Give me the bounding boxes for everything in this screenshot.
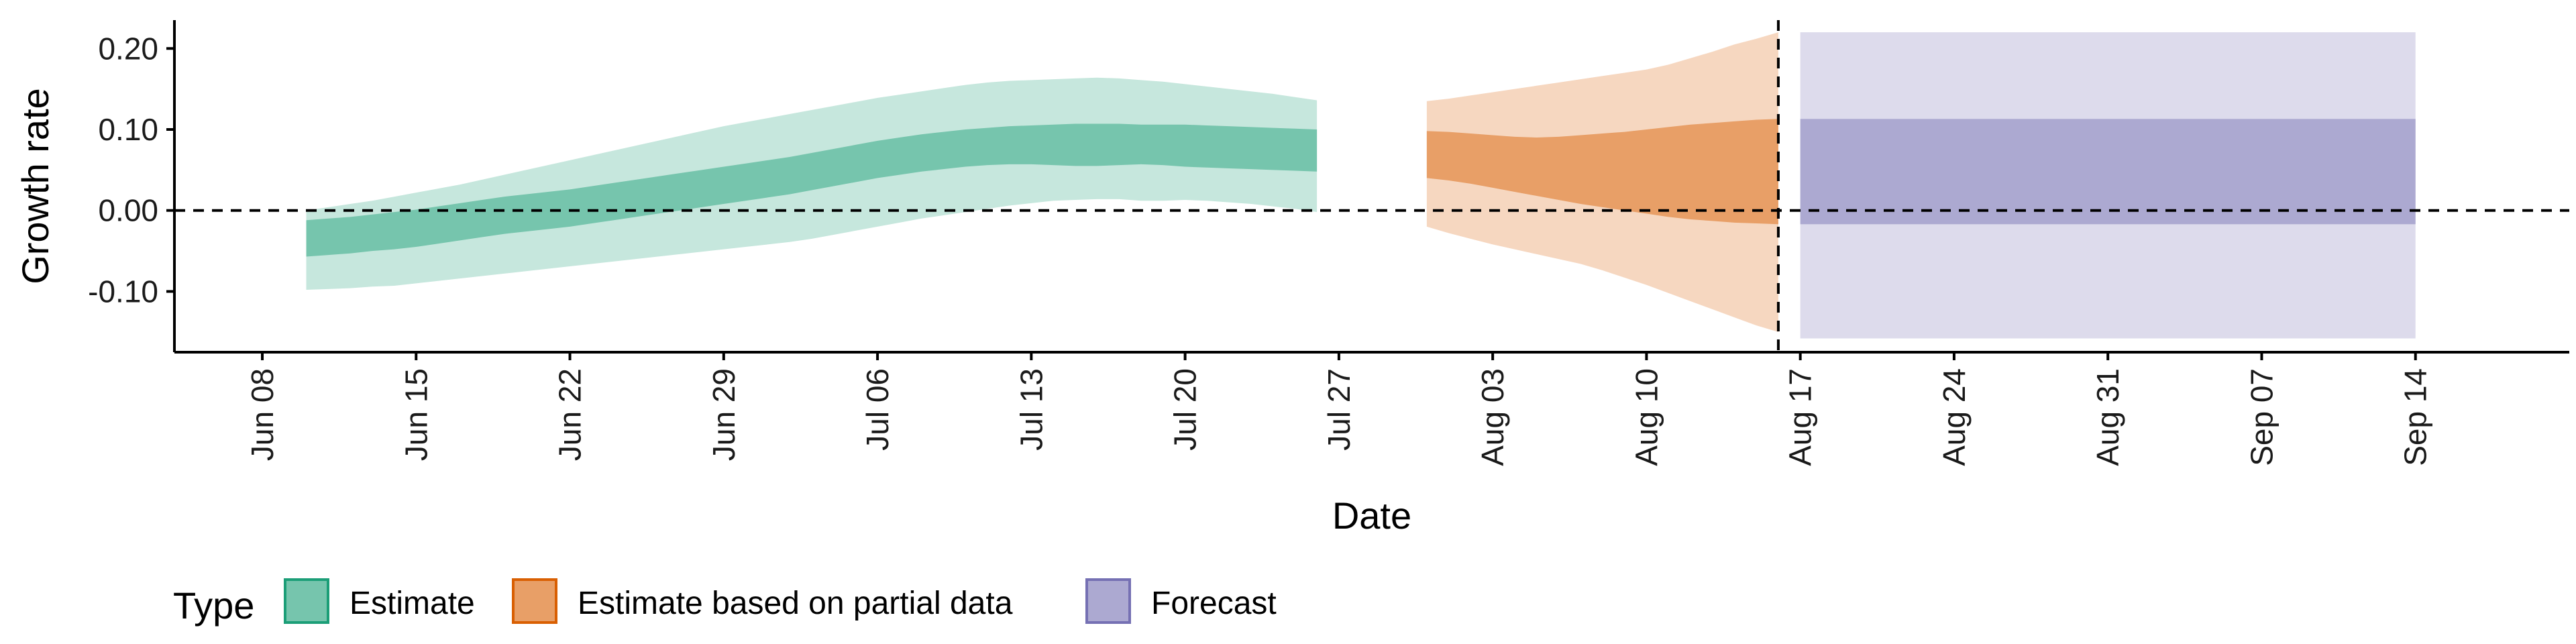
y-axis-title: Growth rate (14, 88, 56, 284)
x-tick-label: Jul 06 (860, 368, 895, 451)
band-inner-2 (1800, 119, 2416, 225)
bands-layer (306, 32, 2416, 339)
x-tick-label: Aug 31 (2090, 368, 2125, 466)
legend-key-2 (1085, 578, 1131, 624)
band-inner-1 (1426, 119, 1778, 225)
x-tick-label: Jul 27 (1322, 368, 1356, 451)
x-tick-label: Jun 15 (398, 368, 433, 461)
y-tick-label: 0.10 (98, 112, 158, 147)
y-tick-label: 0.00 (98, 193, 158, 228)
x-tick-label: Aug 10 (1629, 368, 1664, 466)
x-tick-label: Aug 03 (1475, 368, 1510, 466)
x-tick-label: Jun 08 (245, 368, 280, 461)
x-tick-label: Jul 13 (1014, 368, 1049, 451)
x-tick-label: Sep 14 (2398, 368, 2433, 466)
x-tick-label: Sep 07 (2244, 368, 2279, 466)
axes-layer: 0.20 0.10 0.00 -0.10 Jun 08 Jun 15 Jun 22 Jun 2… (88, 20, 2569, 466)
legend: Type Estimate Estimate based on partial d… (173, 578, 1277, 627)
legend-label-2: Forecast (1151, 586, 1277, 621)
legend-label-0: Estimate (350, 586, 475, 621)
x-tick-label: Aug 17 (1783, 368, 1818, 466)
legend-key-1 (512, 578, 557, 624)
y-tick-label: 0.20 (98, 31, 158, 66)
legend-title: Type (173, 584, 254, 627)
x-tick-label: Aug 24 (1937, 368, 1972, 466)
x-tick-label: Jun 22 (553, 368, 588, 461)
x-tick-label: Jul 20 (1168, 368, 1203, 451)
x-axis-title: Date (1332, 494, 1411, 537)
reference-lines-layer (174, 20, 2569, 352)
band-inner-0 (306, 123, 1318, 257)
legend-label-1: Estimate based on partial data (578, 586, 1013, 621)
x-tick-label: Jun 29 (706, 368, 741, 461)
legend-key-0 (284, 578, 329, 624)
y-tick-label: -0.10 (88, 274, 158, 309)
